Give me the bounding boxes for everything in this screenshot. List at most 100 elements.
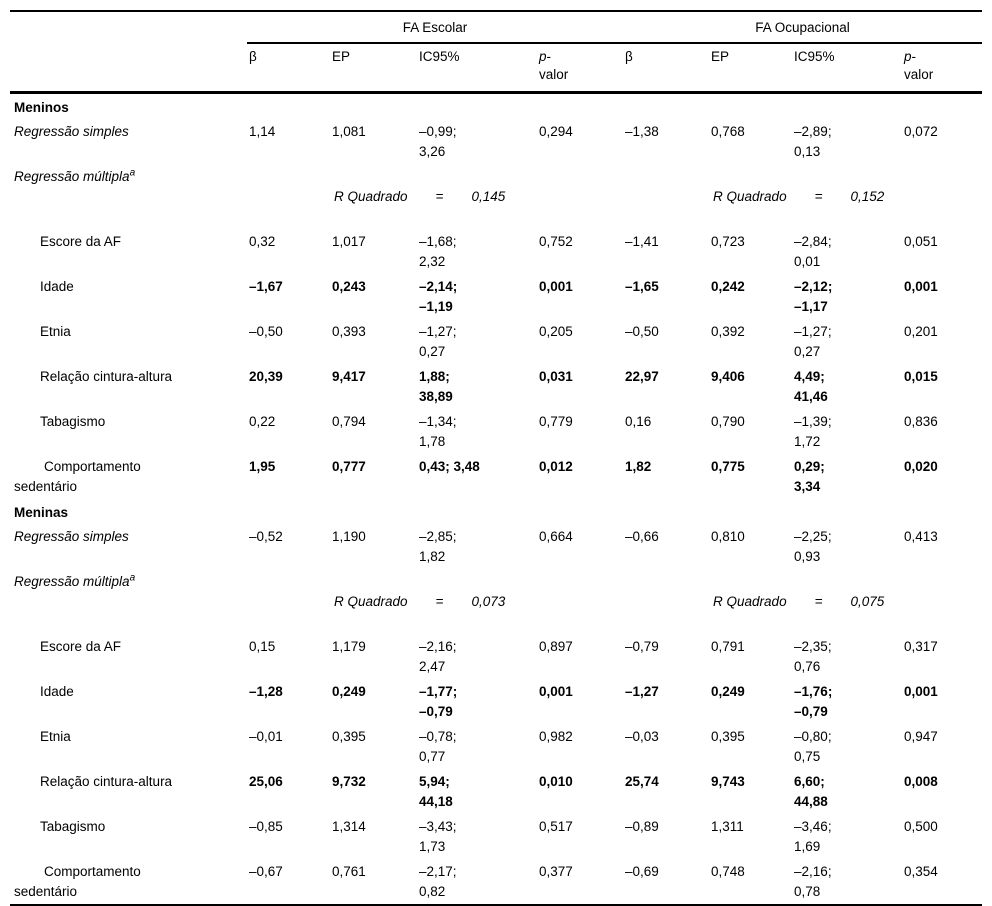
equals-sign: = [435, 189, 444, 204]
table-group-header-row: FA Escolar FA Ocupacional [10, 11, 983, 44]
cell-pvalor-escolar: 0,897 [539, 639, 573, 654]
col-header-beta-ocupacional: β [623, 43, 710, 94]
cell-ic95-ocupacional: –1,76; –0,79 [794, 684, 833, 719]
cell-ep-escolar: 0,393 [332, 324, 366, 339]
cell-ic95-escolar: –3,43; 1,73 [419, 819, 457, 854]
empty-cell [902, 164, 982, 229]
equals-sign: = [814, 189, 823, 204]
row-label-text: Regressão múltipla [14, 169, 130, 184]
cell-ep-escolar: 1,081 [332, 124, 366, 139]
table-row-escore-af: Escore da AF 0,32 1,017 –1,68; 2,32 0,75… [10, 229, 982, 274]
cell-pvalor-escolar: 0,752 [539, 234, 573, 249]
cell-ep-ocupacional: 9,743 [711, 774, 745, 789]
r-squared-value: 0,075 [850, 594, 885, 609]
cell-beta-ocupacional: –0,69 [625, 864, 659, 879]
row-label: Regressão múltiplaa [10, 164, 247, 229]
cell-ep-ocupacional: 9,406 [711, 369, 745, 384]
cell-pvalor-ocupacional: 0,015 [904, 369, 938, 384]
col-header-pvalor-escolar: p- valor [537, 43, 624, 94]
cell-ep-ocupacional: 0,775 [711, 459, 745, 474]
cell-pvalor-ocupacional: 0,008 [904, 774, 938, 789]
cell-beta-escolar: –0,67 [249, 864, 283, 879]
cell-ic95-escolar: –2,16; 2,47 [419, 639, 457, 674]
cell-beta-ocupacional: 22,97 [625, 369, 659, 384]
table-subheader-row: β EP IC95% p- valor β EP IC95% p- valor [10, 43, 983, 94]
cell-ic95-escolar: 0,43; 3,48 [419, 459, 480, 474]
cell-pvalor-ocupacional: 0,317 [904, 639, 938, 654]
cell-pvalor-escolar: 0,779 [539, 414, 573, 429]
cell-ic95-ocupacional: 0,29; 3,34 [794, 459, 825, 494]
cell-beta-escolar: 0,15 [249, 639, 276, 654]
r-squared-label: R Quadrado [713, 189, 787, 204]
row-label: Idade [40, 279, 74, 294]
empty-cell [623, 569, 709, 634]
row-label: Relação cintura-altura [40, 774, 173, 789]
cell-ep-ocupacional: 1,311 [711, 819, 744, 834]
table-row-comportamento-sedentario: Comportamento sedentário 1,95 0,777 0,43… [10, 454, 982, 499]
cell-pvalor-ocupacional: 0,020 [904, 459, 938, 474]
cell-ic95-escolar: –1,27; 0,27 [419, 324, 457, 359]
regression-table: FA Escolar FA Ocupacional β EP IC95% p- … [10, 10, 983, 906]
cell-pvalor-escolar: 0,012 [539, 459, 573, 474]
r-squared-value: 0,145 [471, 189, 506, 204]
cell-beta-escolar: –0,52 [249, 529, 283, 544]
cell-ep-ocupacional: 0,748 [711, 864, 745, 879]
row-label: Regressão múltiplaa [10, 569, 247, 634]
col-header-beta-escolar: β [247, 43, 330, 94]
row-label: Escore da AF [40, 234, 122, 249]
cell-beta-ocupacional: –1,41 [625, 234, 659, 249]
empty-cell [247, 569, 330, 634]
cell-ep-escolar: 0,249 [332, 684, 366, 699]
cell-beta-ocupacional: –1,27 [625, 684, 659, 699]
r-squared-value: 0,073 [471, 594, 506, 609]
cell-ep-ocupacional: 0,395 [711, 729, 745, 744]
cell-beta-escolar: –1,67 [249, 279, 283, 294]
equals-sign: = [435, 594, 444, 609]
cell-pvalor-ocupacional: 0,201 [904, 324, 938, 339]
table-row-tabagismo: Tabagismo 0,22 0,794 –1,34; 1,78 0,779 0… [10, 409, 982, 454]
table-row-escore-af: Escore da AF 0,15 1,179 –2,16; 2,47 0,89… [10, 634, 982, 679]
cell-pvalor-ocupacional: 0,500 [904, 819, 938, 834]
col-header-ep-ocupacional: EP [709, 43, 793, 94]
cell-ep-escolar: 0,777 [332, 459, 366, 474]
empty-cell [537, 164, 623, 229]
cell-beta-ocupacional: –0,03 [625, 729, 659, 744]
r-squared-escolar: R Quadrado = 0,145 [330, 164, 537, 229]
cell-beta-escolar: –1,28 [249, 684, 283, 699]
row-label: Comportamento sedentário [14, 864, 141, 899]
cell-ic95-ocupacional: –2,12; –1,17 [794, 279, 833, 314]
r-squared-escolar: R Quadrado = 0,073 [330, 569, 537, 634]
cell-pvalor-escolar: 0,010 [539, 774, 573, 789]
cell-ic95-ocupacional: –2,89; 0,13 [794, 124, 832, 159]
table-row-regressao-multipla: Regressão múltiplaa R Quadrado = 0,145 R Q… [10, 164, 982, 229]
cell-ic95-escolar: 5,94; 44,18 [419, 774, 453, 809]
row-label: Idade [40, 684, 74, 699]
cell-pvalor-ocupacional: 0,947 [904, 729, 938, 744]
r-squared-label: R Quadrado [713, 594, 787, 609]
cell-ic95-escolar: –0,99; 3,26 [419, 124, 457, 159]
row-label: Comportamento sedentário [14, 459, 141, 494]
cell-pvalor-escolar: 0,001 [539, 279, 573, 294]
section-row-meninos: Meninos [10, 93, 982, 120]
cell-pvalor-escolar: 0,031 [539, 369, 573, 384]
cell-ic95-escolar: –0,78; 0,77 [419, 729, 457, 764]
cell-ic95-ocupacional: –0,80; 0,75 [794, 729, 832, 764]
row-label: Tabagismo [40, 414, 106, 429]
table-row-regressao-simples: Regressão simples –0,52 1,190 –2,85; 1,8… [10, 524, 982, 569]
cell-ep-ocupacional: 0,249 [711, 684, 745, 699]
cell-ic95-ocupacional: –2,25; 0,93 [794, 529, 832, 564]
cell-beta-ocupacional: –1,38 [625, 124, 659, 139]
cell-ic95-escolar: –2,14; –1,19 [419, 279, 458, 314]
footnote-marker: a [129, 167, 136, 179]
row-label: Etnia [40, 324, 71, 339]
col-header-ep-escolar: EP [330, 43, 417, 94]
col-header-pvalor-ocupacional: p- valor [902, 43, 983, 94]
r-squared-value: 0,152 [850, 189, 885, 204]
empty-cell [247, 164, 330, 229]
section-label: Meninas [14, 505, 69, 520]
r-squared-ocupacional: R Quadrado = 0,152 [709, 164, 902, 229]
cell-beta-ocupacional: –1,65 [625, 279, 659, 294]
cell-ic95-ocupacional: –1,27; 0,27 [794, 324, 832, 359]
empty-cell [902, 569, 982, 634]
section-label: Meninos [14, 100, 69, 115]
